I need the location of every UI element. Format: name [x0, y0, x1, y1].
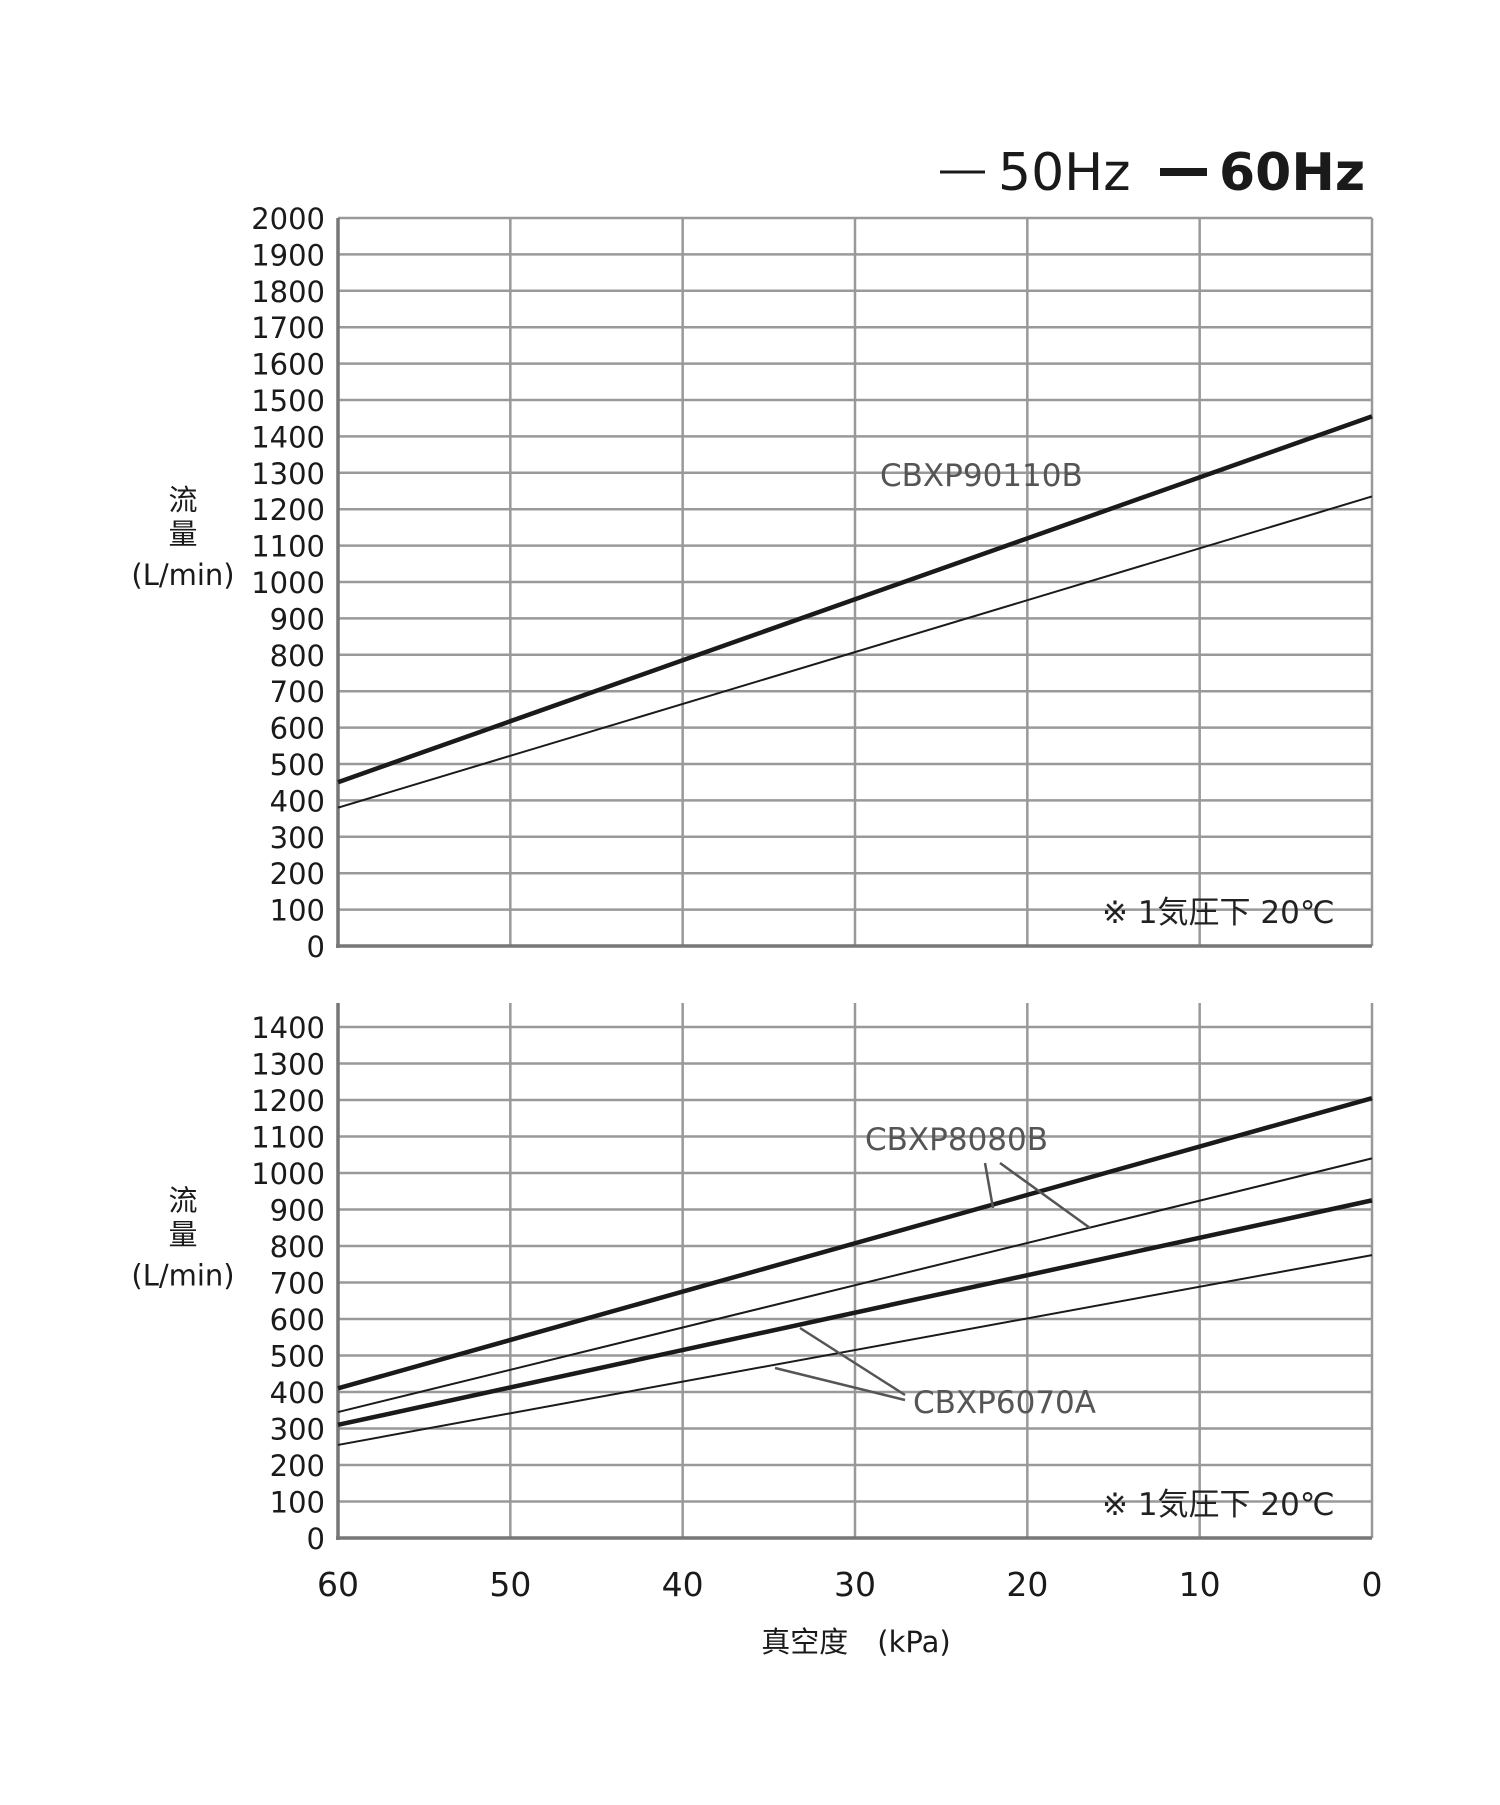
top-y-label-char: 流 — [168, 483, 197, 517]
bottom-y-tick-label: 900 — [270, 1194, 325, 1228]
top-chart-grid — [338, 216, 1374, 946]
cbxp8080b-leader-bold — [983, 1162, 995, 1209]
bottom-y-label-unit: (L/min) — [131, 1259, 234, 1293]
bottom-chart-grid — [338, 1003, 1374, 1538]
x-tick-label: 10 — [1179, 1565, 1221, 1604]
bottom-y-label-char: 量 — [168, 1218, 197, 1252]
top-y-tick-label: 200 — [270, 857, 325, 891]
bottom-y-tick-label: 600 — [270, 1303, 325, 1337]
x-tick-label: 40 — [662, 1565, 704, 1604]
top-y-tick-label: 300 — [270, 821, 325, 855]
x-axis-title: 真空度 (kPa) — [761, 1625, 950, 1659]
top-y-tick-label: 0 — [307, 930, 325, 964]
bottom-y-tick-label: 400 — [270, 1376, 325, 1410]
top-y-tick-label: 1500 — [251, 384, 325, 418]
top-chart-axes — [336, 218, 1372, 948]
x-tick-label: 20 — [1006, 1565, 1048, 1604]
bottom-chart-note: ※ 1気圧下 20℃ — [1102, 1487, 1335, 1523]
top-series-cbxp90110b-50hz — [337, 495, 1373, 809]
legend: 50Hz 60Hz — [940, 143, 1365, 203]
top-y-tick-label: 1900 — [251, 238, 325, 272]
top-y-tick-label: 1400 — [251, 420, 325, 454]
top-y-tick-label: 400 — [270, 784, 325, 818]
bottom-y-tick-label: 500 — [270, 1340, 325, 1374]
top-y-tick-label: 100 — [270, 894, 325, 928]
bottom-chart-y-ticks: 0100200300400500600700800900100011001200… — [251, 1011, 325, 1556]
top-chart-y-label: 流量 (L/min) — [131, 483, 234, 592]
top-y-tick-label: 1300 — [251, 457, 325, 491]
x-tick-label: 60 — [317, 1565, 359, 1604]
bottom-y-tick-label: 700 — [270, 1267, 325, 1301]
x-tick-label: 0 — [1362, 1565, 1383, 1604]
top-y-label-unit: (L/min) — [131, 558, 234, 592]
bottom-model-label-cbxp8080b: CBXP8080B — [865, 1122, 1048, 1158]
top-y-label-char: 量 — [168, 517, 197, 551]
top-chart-annotations: CBXP90110B ※ 1気圧下 20℃ — [880, 458, 1335, 931]
bottom-y-tick-label: 1100 — [251, 1121, 325, 1155]
bottom-y-tick-label: 1000 — [251, 1157, 325, 1191]
top-y-tick-label: 1000 — [251, 566, 325, 600]
bottom-series-cbxp6070a-50hz — [337, 1254, 1373, 1446]
bottom-y-tick-label: 300 — [270, 1413, 325, 1447]
bottom-y-tick-label: 800 — [270, 1230, 325, 1264]
bottom-series-cbxp8080b-60hz — [337, 1096, 1373, 1391]
bottom-y-tick-label: 100 — [270, 1486, 325, 1520]
top-chart-y-ticks: 0100200300400500600700800900100011001200… — [251, 202, 325, 964]
legend-50hz-label: 50Hz — [998, 143, 1131, 203]
cbxp8080b-leader-thin — [999, 1161, 1091, 1230]
legend-60hz-label: 60Hz — [1219, 143, 1365, 203]
bottom-y-tick-label: 0 — [307, 1522, 325, 1556]
cbxp6070a-leader-thin — [774, 1366, 906, 1402]
top-y-tick-label: 800 — [270, 639, 325, 673]
bottom-y-tick-label: 1200 — [251, 1084, 325, 1118]
top-y-tick-label: 900 — [270, 602, 325, 636]
bottom-series-cbxp6070a-60hz — [337, 1198, 1373, 1428]
cbxp6070a-leader-bold — [799, 1326, 906, 1397]
bottom-y-label-char: 流 — [168, 1184, 197, 1218]
bottom-chart-annotations: CBXP8080B CBXP6070A ※ 1気圧下 20℃ — [774, 1122, 1335, 1523]
x-tick-label: 50 — [489, 1565, 531, 1604]
bottom-series-cbxp8080b-50hz — [337, 1157, 1373, 1414]
top-chart-series — [337, 414, 1373, 809]
top-y-tick-label: 2000 — [251, 202, 325, 236]
top-y-tick-label: 700 — [270, 675, 325, 709]
top-series-cbxp90110b-60hz — [337, 414, 1373, 785]
top-model-label-cbxp90110b: CBXP90110B — [880, 458, 1083, 494]
bottom-y-tick-label: 1300 — [251, 1048, 325, 1082]
x-axis: 60 50 40 30 20 10 0 真空度 (kPa) — [317, 1565, 1383, 1659]
bottom-chart-axes — [336, 1003, 1372, 1540]
x-tick-label: 30 — [834, 1565, 876, 1604]
top-y-tick-label: 1700 — [251, 311, 325, 345]
top-chart: 0100200300400500600700800900100011001200… — [131, 202, 1374, 964]
bottom-chart-y-label: 流量 (L/min) — [131, 1184, 234, 1293]
top-y-tick-label: 600 — [270, 712, 325, 746]
bottom-model-label-cbxp6070a: CBXP6070A — [913, 1385, 1096, 1421]
top-y-tick-label: 1100 — [251, 530, 325, 564]
x-tick-labels: 60 50 40 30 20 10 0 — [317, 1565, 1383, 1604]
bottom-chart-series — [337, 1096, 1373, 1446]
bottom-y-tick-label: 200 — [270, 1449, 325, 1483]
top-chart-note: ※ 1気圧下 20℃ — [1102, 895, 1335, 931]
top-y-tick-label: 500 — [270, 748, 325, 782]
top-y-tick-label: 1800 — [251, 275, 325, 309]
top-y-tick-label: 1200 — [251, 493, 325, 527]
bottom-y-tick-label: 1400 — [251, 1011, 325, 1045]
bottom-chart: 0100200300400500600700800900100011001200… — [131, 1003, 1374, 1556]
top-y-tick-label: 1600 — [251, 348, 325, 382]
